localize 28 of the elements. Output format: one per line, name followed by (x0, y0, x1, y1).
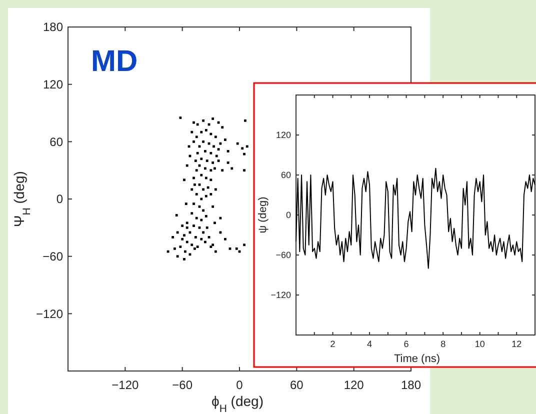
x-axis-title: ϕ$_{H}$ (deg) (211, 393, 264, 414)
y-tick-label: −120 (270, 290, 291, 300)
x-axis-title: Time (ns) (394, 353, 440, 365)
x-tick-label: 6 (404, 339, 409, 349)
y-tick-label: 0 (286, 210, 291, 220)
x-tick-label: 0 (236, 378, 244, 392)
y-tick-label: 0 (56, 192, 64, 206)
x-tick-label: 12 (512, 339, 522, 349)
y-tick-label: 120 (42, 78, 64, 92)
x-tick-label: 180 (400, 378, 422, 392)
y-tick-label: 60 (50, 134, 64, 149)
y-tick-label: 180 (42, 20, 64, 34)
y-tick-label: −60 (42, 250, 64, 264)
x-tick-label: 8 (440, 339, 446, 349)
y-axis-title: ψ (deg) (257, 196, 269, 234)
y-tick-label: 120 (276, 130, 291, 140)
annotation: MD (91, 45, 138, 78)
x-tick-label: 4 (367, 339, 372, 349)
x-tick-label: 120 (344, 378, 364, 392)
y-tick-label: −60 (276, 250, 291, 260)
y-tick-label: 60 (280, 170, 291, 180)
x-tick-label: 10 (474, 339, 485, 349)
x-tick-label: 60 (290, 378, 304, 392)
x-tick-label: −60 (172, 378, 193, 392)
line-series (296, 168, 536, 269)
y-tick-label: −120 (36, 306, 64, 321)
x-tick-label: −120 (112, 378, 140, 392)
x-tick-label: 2 (330, 339, 336, 349)
